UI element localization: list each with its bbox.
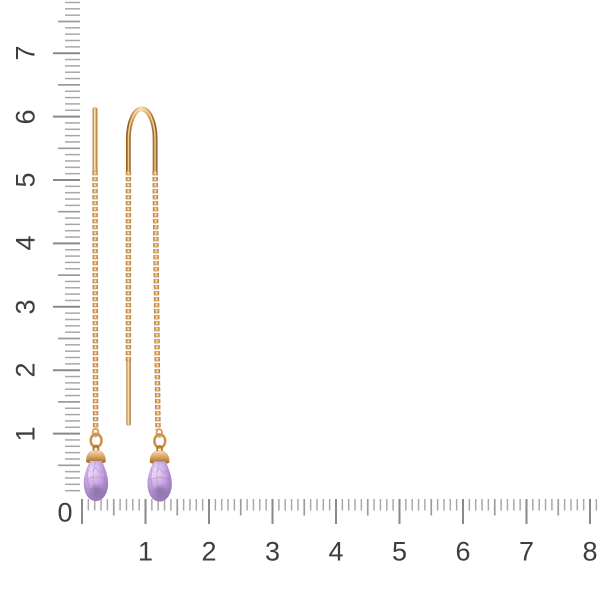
horizontal-ruler-number: 6	[455, 536, 471, 567]
vertical-ruler-number: 7	[10, 45, 41, 61]
vertical-ruler-number: 6	[10, 109, 41, 125]
chain	[92, 170, 99, 431]
earring-drop	[82, 427, 110, 503]
earring-right	[125, 106, 174, 503]
vertical-ruler-number: 1	[10, 426, 41, 442]
horizontal-ruler-number: 4	[328, 536, 344, 567]
horizontal-ruler-number: 5	[391, 536, 408, 567]
vertical-ruler-number: 4	[10, 235, 41, 251]
horizontal-ruler-number: 8	[582, 536, 598, 567]
threader-bar-highlight	[127, 108, 156, 171]
horizontal-ruler-number: 3	[264, 536, 281, 567]
chain-strand	[154, 170, 159, 431]
ruler-origin-label: 0	[57, 497, 73, 528]
vertical-ruler	[53, 1, 80, 492]
vertical-ruler-number: 2	[10, 362, 41, 378]
earring-drop	[146, 427, 174, 503]
horizontal-ruler-number: 7	[518, 536, 535, 567]
vertical-ruler-number: 3	[10, 299, 41, 315]
chain-strand	[94, 170, 97, 431]
earring-left	[82, 107, 110, 503]
horizontal-ruler	[81, 499, 598, 524]
horizontal-ruler-number: 1	[137, 536, 154, 567]
vertical-ruler-number: 5	[10, 172, 41, 188]
horizontal-ruler-number: 2	[201, 536, 217, 567]
chain	[152, 170, 161, 431]
